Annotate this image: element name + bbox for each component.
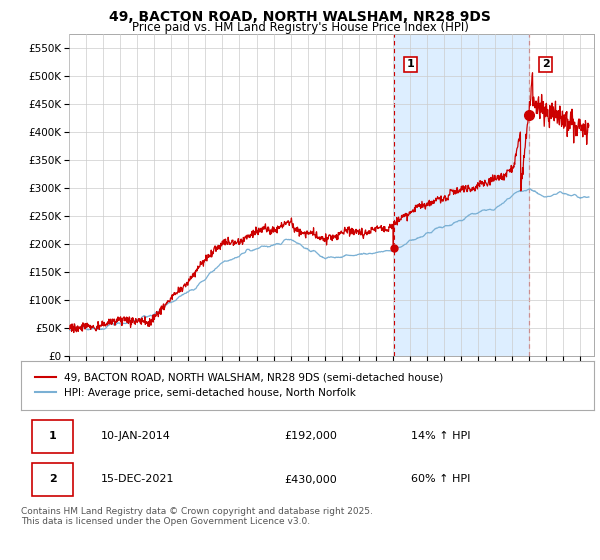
Text: 60% ↑ HPI: 60% ↑ HPI: [410, 474, 470, 484]
Text: 49, BACTON ROAD, NORTH WALSHAM, NR28 9DS: 49, BACTON ROAD, NORTH WALSHAM, NR28 9DS: [109, 10, 491, 24]
Text: 1: 1: [407, 59, 415, 69]
Text: 14% ↑ HPI: 14% ↑ HPI: [410, 431, 470, 441]
FancyBboxPatch shape: [32, 463, 73, 496]
Text: 10-JAN-2014: 10-JAN-2014: [101, 431, 171, 441]
Text: £192,000: £192,000: [284, 431, 337, 441]
FancyBboxPatch shape: [32, 419, 73, 452]
Text: Contains HM Land Registry data © Crown copyright and database right 2025.
This d: Contains HM Land Registry data © Crown c…: [21, 507, 373, 526]
Text: 2: 2: [49, 474, 56, 484]
Text: 15-DEC-2021: 15-DEC-2021: [101, 474, 175, 484]
Text: 2: 2: [542, 59, 550, 69]
Text: £430,000: £430,000: [284, 474, 337, 484]
Text: Price paid vs. HM Land Registry's House Price Index (HPI): Price paid vs. HM Land Registry's House …: [131, 21, 469, 34]
Bar: [394, 34, 529, 356]
Legend: 49, BACTON ROAD, NORTH WALSHAM, NR28 9DS (semi-detached house), HPI: Average pri: 49, BACTON ROAD, NORTH WALSHAM, NR28 9DS…: [32, 370, 446, 401]
Text: 1: 1: [49, 431, 56, 441]
